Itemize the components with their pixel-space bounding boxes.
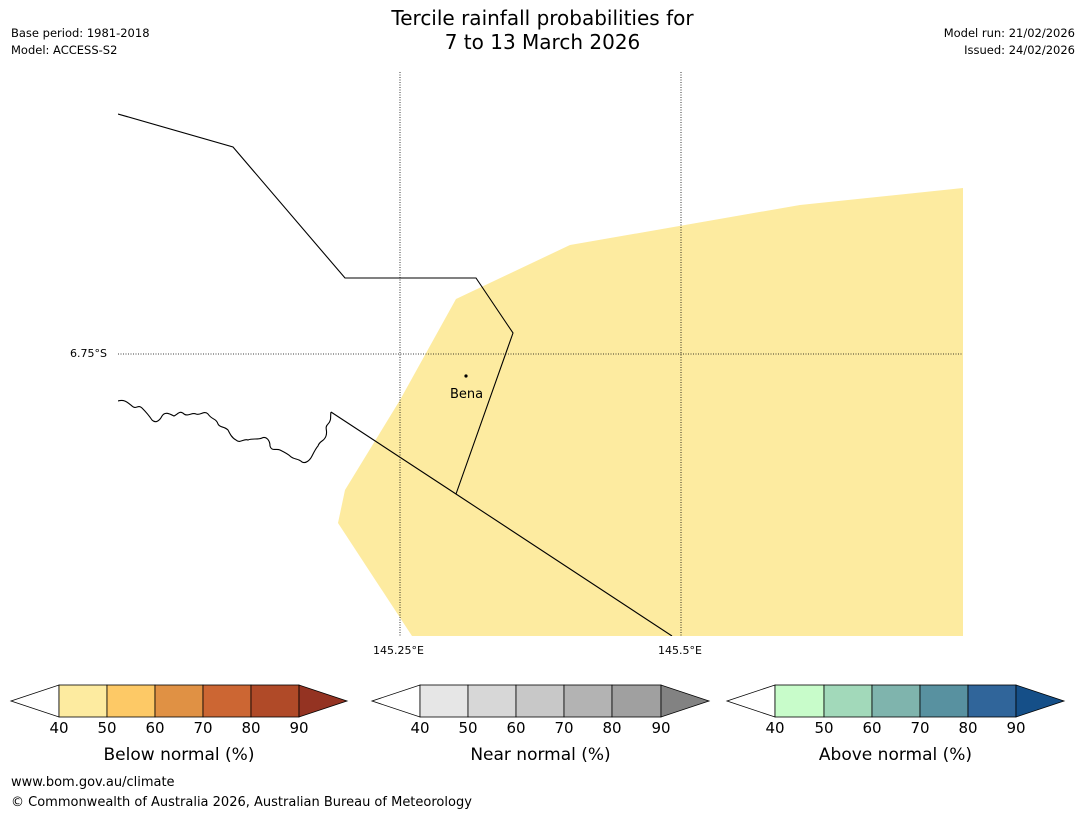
- lon-label-145-25: 145.25°E: [373, 644, 424, 657]
- colorbar-swatch: [563, 684, 613, 718]
- colorbar-above-lower-arrow: [725, 684, 776, 718]
- colorbar-swatch: [611, 684, 662, 718]
- colorbar-tick: 70: [554, 719, 574, 737]
- colorbar-label-below-normal: Below normal (%): [103, 745, 255, 765]
- colorbar-below-normal: [9, 684, 349, 718]
- lon-label-145-5: 145.5°E: [658, 644, 702, 657]
- colorbar-swatch: [967, 684, 1017, 718]
- colorbar-tick: 60: [862, 719, 882, 737]
- colorbar-tick: 40: [765, 719, 785, 737]
- colorbar-swatch: [419, 684, 469, 718]
- colorbar-tick: 60: [506, 719, 526, 737]
- colorbar-tick: 60: [145, 719, 165, 737]
- colorbar-swatch: [154, 684, 204, 718]
- province-boundary: [330, 411, 673, 636]
- colorbar-swatch: [58, 684, 108, 718]
- colorbar-swatch: [250, 684, 300, 718]
- colorbar-tick: 80: [958, 719, 978, 737]
- colorbar-tick: 50: [814, 719, 834, 737]
- below-normal-probability-region: [338, 188, 963, 636]
- issued-text: Issued: 24/02/2026: [964, 43, 1075, 57]
- footer-url[interactable]: www.bom.gov.au/climate: [11, 775, 175, 790]
- colorbar-near-normal: [370, 684, 711, 718]
- colorbar-swatch: [106, 684, 156, 718]
- colorbar-tick: 50: [97, 719, 117, 737]
- header-meta-right: Model run: 21/02/2026 Issued: 24/02/2026: [944, 25, 1075, 59]
- colorbar-above-normal: [725, 684, 1066, 718]
- town-marker-bena: [464, 374, 468, 378]
- colorbar-tick: 80: [602, 719, 622, 737]
- model-text: Model: ACCESS-S2: [11, 43, 118, 57]
- colorbar-swatch: [515, 684, 565, 718]
- colorbar-tick: 90: [289, 719, 309, 737]
- header-meta-left: Base period: 1981-2018 Model: ACCESS-S2: [11, 25, 150, 59]
- colorbar-tick: 70: [910, 719, 930, 737]
- colorbar-upper-arrow: [1015, 684, 1066, 718]
- map-title: Tercile rainfall probabilities for 7 to …: [0, 6, 1085, 54]
- colorbar-tick: 70: [193, 719, 213, 737]
- footer-copyright: © Commonwealth of Australia 2026, Austra…: [11, 795, 472, 810]
- colorbar-swatch: [871, 684, 921, 718]
- title-line-1: Tercile rainfall probabilities for: [391, 6, 694, 30]
- colorbar-swatch: [823, 684, 873, 718]
- colorbar-near-lower-arrow: [370, 684, 421, 718]
- colorbar-swatch: [467, 684, 517, 718]
- model-run-text: Model run: 21/02/2026: [943, 26, 1075, 40]
- colorbar-tick: 90: [1006, 719, 1026, 737]
- colorbar-swatches: [9, 684, 1066, 718]
- colorbar-tick: 90: [651, 719, 671, 737]
- map-canvas: [118, 72, 963, 636]
- province-boundary: [118, 113, 514, 495]
- colorbar-upper-arrow: [660, 684, 711, 718]
- town-label-bena: Bena: [450, 387, 484, 402]
- colorbar-tick: 40: [410, 719, 430, 737]
- colorbar-swatch: [774, 684, 825, 718]
- colorbar-tick: 80: [241, 719, 261, 737]
- base-period-text: Base period: 1981-2018: [11, 26, 150, 40]
- river-line: [118, 399, 332, 464]
- colorbar-below-lower-arrow: [9, 684, 60, 718]
- colorbar-swatch: [202, 684, 252, 718]
- title-line-2: 7 to 13 March 2026: [444, 30, 641, 54]
- colorbar-upper-arrow: [298, 684, 349, 718]
- colorbar-swatch: [919, 684, 969, 718]
- colorbar-label-above-normal: Above normal (%): [818, 745, 973, 765]
- lat-label: 6.75°S: [70, 347, 107, 360]
- colorbar-tick: 40: [49, 719, 69, 737]
- colorbar-label-near-normal: Near normal (%): [470, 745, 611, 765]
- colorbar-tick: 50: [458, 719, 478, 737]
